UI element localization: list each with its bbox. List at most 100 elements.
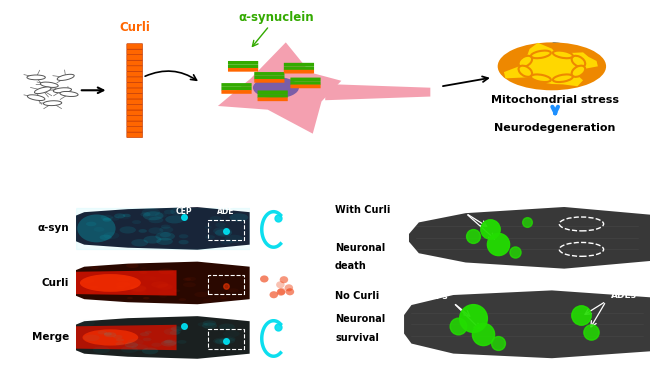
Ellipse shape [125, 342, 138, 348]
Text: Neuronal: Neuronal [335, 243, 385, 253]
Text: CEPs: CEPs [424, 292, 448, 301]
FancyBboxPatch shape [127, 60, 143, 66]
Ellipse shape [57, 74, 74, 80]
Ellipse shape [170, 331, 180, 335]
Ellipse shape [215, 339, 227, 344]
Ellipse shape [183, 278, 191, 281]
Ellipse shape [531, 74, 551, 82]
Ellipse shape [277, 288, 286, 295]
Ellipse shape [86, 222, 97, 226]
Ellipse shape [161, 224, 171, 229]
Ellipse shape [229, 214, 248, 221]
FancyBboxPatch shape [258, 97, 288, 101]
Ellipse shape [145, 331, 152, 334]
Ellipse shape [117, 276, 130, 281]
Ellipse shape [161, 340, 176, 347]
Ellipse shape [220, 296, 227, 299]
FancyBboxPatch shape [127, 110, 143, 115]
Ellipse shape [124, 283, 130, 286]
Ellipse shape [53, 88, 72, 93]
Ellipse shape [120, 226, 136, 233]
FancyBboxPatch shape [290, 85, 321, 88]
Text: ADE: ADE [267, 206, 284, 215]
Text: With Curli: With Curli [335, 205, 390, 215]
Ellipse shape [140, 332, 149, 336]
Ellipse shape [102, 218, 112, 221]
Ellipse shape [143, 338, 152, 341]
Ellipse shape [284, 284, 293, 291]
Ellipse shape [158, 284, 172, 290]
Ellipse shape [171, 326, 183, 331]
Ellipse shape [142, 347, 158, 354]
Ellipse shape [173, 290, 180, 292]
Ellipse shape [131, 239, 148, 246]
FancyBboxPatch shape [127, 66, 143, 71]
Ellipse shape [127, 297, 133, 299]
Text: survival: survival [335, 333, 379, 343]
Ellipse shape [123, 214, 131, 217]
FancyBboxPatch shape [254, 72, 284, 76]
FancyBboxPatch shape [127, 71, 143, 77]
Ellipse shape [114, 214, 125, 218]
Ellipse shape [277, 289, 285, 296]
Bar [76, 208, 250, 249]
Ellipse shape [141, 212, 150, 217]
Ellipse shape [156, 284, 173, 290]
Ellipse shape [185, 277, 196, 281]
Ellipse shape [518, 66, 532, 77]
FancyBboxPatch shape [221, 83, 252, 87]
Ellipse shape [143, 236, 162, 244]
Ellipse shape [143, 297, 149, 299]
Ellipse shape [104, 332, 112, 336]
Ellipse shape [90, 285, 98, 289]
FancyBboxPatch shape [258, 91, 288, 94]
Text: ADE: ADE [217, 206, 234, 215]
Bar [208, 329, 244, 349]
Ellipse shape [219, 337, 235, 344]
Ellipse shape [202, 323, 217, 329]
Ellipse shape [85, 290, 95, 294]
Ellipse shape [518, 56, 532, 67]
FancyBboxPatch shape [284, 63, 314, 67]
Ellipse shape [83, 329, 138, 346]
Ellipse shape [553, 51, 573, 58]
FancyBboxPatch shape [221, 90, 252, 94]
FancyBboxPatch shape [127, 132, 143, 138]
Text: Neurodegeneration: Neurodegeneration [495, 123, 616, 133]
FancyBboxPatch shape [221, 87, 252, 91]
Ellipse shape [91, 266, 99, 269]
Ellipse shape [572, 56, 585, 67]
Polygon shape [76, 207, 250, 250]
Ellipse shape [166, 215, 184, 223]
Ellipse shape [260, 275, 269, 282]
Text: death: death [335, 261, 367, 271]
Ellipse shape [572, 66, 585, 77]
Text: α-syn: α-syn [37, 223, 69, 233]
Ellipse shape [220, 240, 233, 245]
Text: Neuronal: Neuronal [335, 314, 385, 324]
FancyBboxPatch shape [127, 88, 143, 93]
Ellipse shape [177, 340, 187, 344]
Ellipse shape [110, 217, 120, 221]
Ellipse shape [228, 288, 238, 293]
Ellipse shape [158, 268, 174, 274]
Ellipse shape [269, 291, 278, 298]
FancyBboxPatch shape [127, 44, 143, 49]
Ellipse shape [215, 229, 232, 237]
Ellipse shape [132, 220, 141, 224]
Ellipse shape [116, 342, 124, 346]
Ellipse shape [498, 42, 606, 90]
Ellipse shape [40, 82, 58, 88]
Ellipse shape [213, 227, 232, 235]
Ellipse shape [553, 74, 573, 82]
Polygon shape [76, 316, 250, 359]
Polygon shape [504, 43, 598, 86]
Ellipse shape [170, 207, 191, 216]
Ellipse shape [78, 214, 116, 243]
Ellipse shape [130, 286, 147, 292]
Polygon shape [325, 84, 430, 100]
Ellipse shape [164, 209, 175, 214]
Ellipse shape [215, 223, 226, 227]
Ellipse shape [34, 87, 51, 94]
Ellipse shape [159, 227, 173, 233]
